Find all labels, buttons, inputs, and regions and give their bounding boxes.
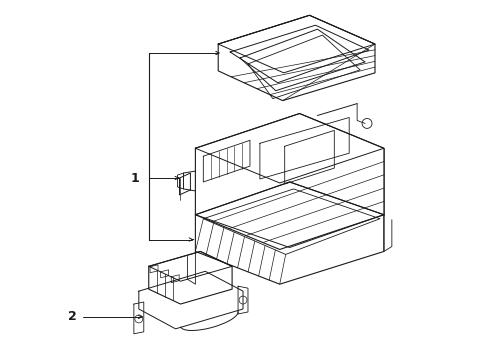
Text: 1: 1 [130, 171, 139, 185]
Text: 2: 2 [68, 310, 76, 323]
